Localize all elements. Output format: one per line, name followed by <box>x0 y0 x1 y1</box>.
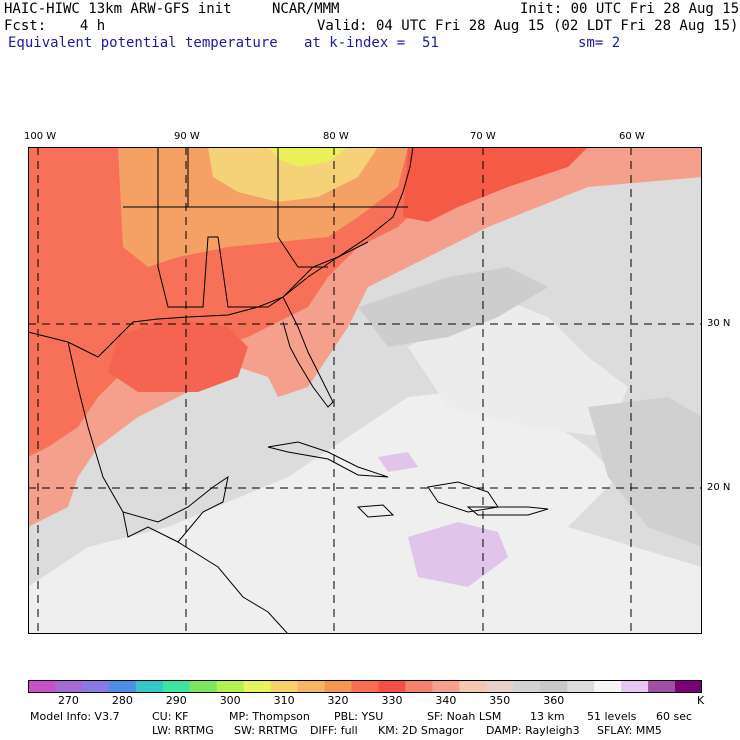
colorbar-swatch <box>486 680 514 693</box>
colorbar-swatch <box>135 680 164 693</box>
colorbar-swatch <box>243 680 272 693</box>
colorbar-swatch <box>108 680 137 693</box>
info-resolution: 13 km <box>530 710 565 723</box>
colorbar-tick-label: 360 <box>543 694 565 707</box>
lat-label-30n: 30 N <box>707 318 731 329</box>
colorbar-swatch <box>567 680 595 693</box>
colorbar-swatch <box>648 680 676 693</box>
colorbar-swatch <box>297 680 326 693</box>
colorbar-swatch <box>324 680 353 693</box>
map-frame <box>28 147 702 634</box>
colorbar-tick-label: 280 <box>111 694 133 707</box>
info-sf: SF: Noah LSM <box>427 710 502 723</box>
colorbar-frame <box>28 680 702 693</box>
lon-label-90w: 90 W <box>174 131 200 142</box>
field-region-gulf <box>108 317 248 392</box>
info-km: KM: 2D Smagor <box>378 724 464 737</box>
model-title: HAIC-HIWC 13km ARW-GFS init <box>4 1 232 17</box>
colorbar-tick-label: 300 <box>219 694 241 707</box>
colorbar-swatch <box>81 680 110 693</box>
info-lw: LW: RRTMG <box>152 724 214 737</box>
colorbar-swatch <box>405 680 433 693</box>
lon-label-80w: 80 W <box>323 131 349 142</box>
colorbar-swatch <box>54 680 83 693</box>
field-region-violet-2 <box>378 452 418 472</box>
org-label: NCAR/MMM <box>272 1 340 17</box>
field-name: Equivalent potential temperature <box>8 35 278 51</box>
info-pbl: PBL: YSU <box>334 710 384 723</box>
valid-time: Valid: 04 UTC Fri 28 Aug 15 (02 LDT Fri … <box>317 18 739 34</box>
colorbar-swatch <box>432 680 460 693</box>
field-region-lightyellow <box>268 147 348 167</box>
colorbar-units: K <box>697 694 705 707</box>
info-levels: 51 levels <box>587 710 637 723</box>
colorbar-swatch <box>513 680 541 693</box>
coastlines <box>28 147 549 634</box>
lon-label-60w: 60 W <box>619 131 645 142</box>
level-index: at k-index = 51 <box>304 35 439 51</box>
field-region-gray <box>358 267 548 347</box>
lon-label-100w: 100 W <box>24 131 57 142</box>
lat-label-20n: 20 N <box>707 482 731 493</box>
colorbar-tick-label: 290 <box>165 694 187 707</box>
colorbar-tick-label: 320 <box>327 694 349 707</box>
model-info: Model Info: V3.7 <box>30 710 120 723</box>
info-mp: MP: Thompson <box>229 710 310 723</box>
colorbar-swatch <box>378 680 406 693</box>
graticule <box>28 147 702 634</box>
info-sflay: SFLAY: MM5 <box>597 724 662 737</box>
field-region-light-south <box>28 387 702 634</box>
info-sw: SW: RRTMG <box>234 724 298 737</box>
forecast-hour: Fcst: 4 h <box>4 18 106 34</box>
colorbar-swatch <box>675 680 702 693</box>
smoothing: sm= 2 <box>578 35 621 51</box>
colorbar-swatch <box>540 680 568 693</box>
colorbar-swatch <box>189 680 218 693</box>
colorbar-swatch <box>162 680 191 693</box>
colorbar-tick-label: 350 <box>489 694 511 707</box>
field-region-yellow <box>208 147 378 202</box>
colorbar <box>28 680 702 693</box>
colorbar-swatch <box>270 680 299 693</box>
info-diff: DIFF: full <box>310 724 358 737</box>
colorbar-swatch <box>28 680 56 693</box>
colorbar-tick-label: 270 <box>57 694 79 707</box>
field-region-gray-east <box>588 397 702 547</box>
theta-e-map <box>28 147 702 634</box>
colorbar-tick-label: 340 <box>435 694 457 707</box>
info-damp: DAMP: Rayleigh3 <box>486 724 580 737</box>
colorbar-swatch <box>459 680 487 693</box>
field-region-light-atlantic <box>408 297 628 437</box>
field-region-warm-east <box>403 147 588 222</box>
colorbar-tick-label: 310 <box>273 694 295 707</box>
info-cu: CU: KF <box>152 710 189 723</box>
colorbar-swatch <box>594 680 622 693</box>
colorbar-swatch <box>216 680 245 693</box>
lon-label-70w: 70 W <box>470 131 496 142</box>
init-time: Init: 00 UTC Fri 28 Aug 15 <box>520 1 740 17</box>
colorbar-tick-label: 330 <box>381 694 403 707</box>
info-timestep: 60 sec <box>656 710 693 723</box>
colorbar-swatch <box>351 680 379 693</box>
colorbar-swatch <box>621 680 649 693</box>
